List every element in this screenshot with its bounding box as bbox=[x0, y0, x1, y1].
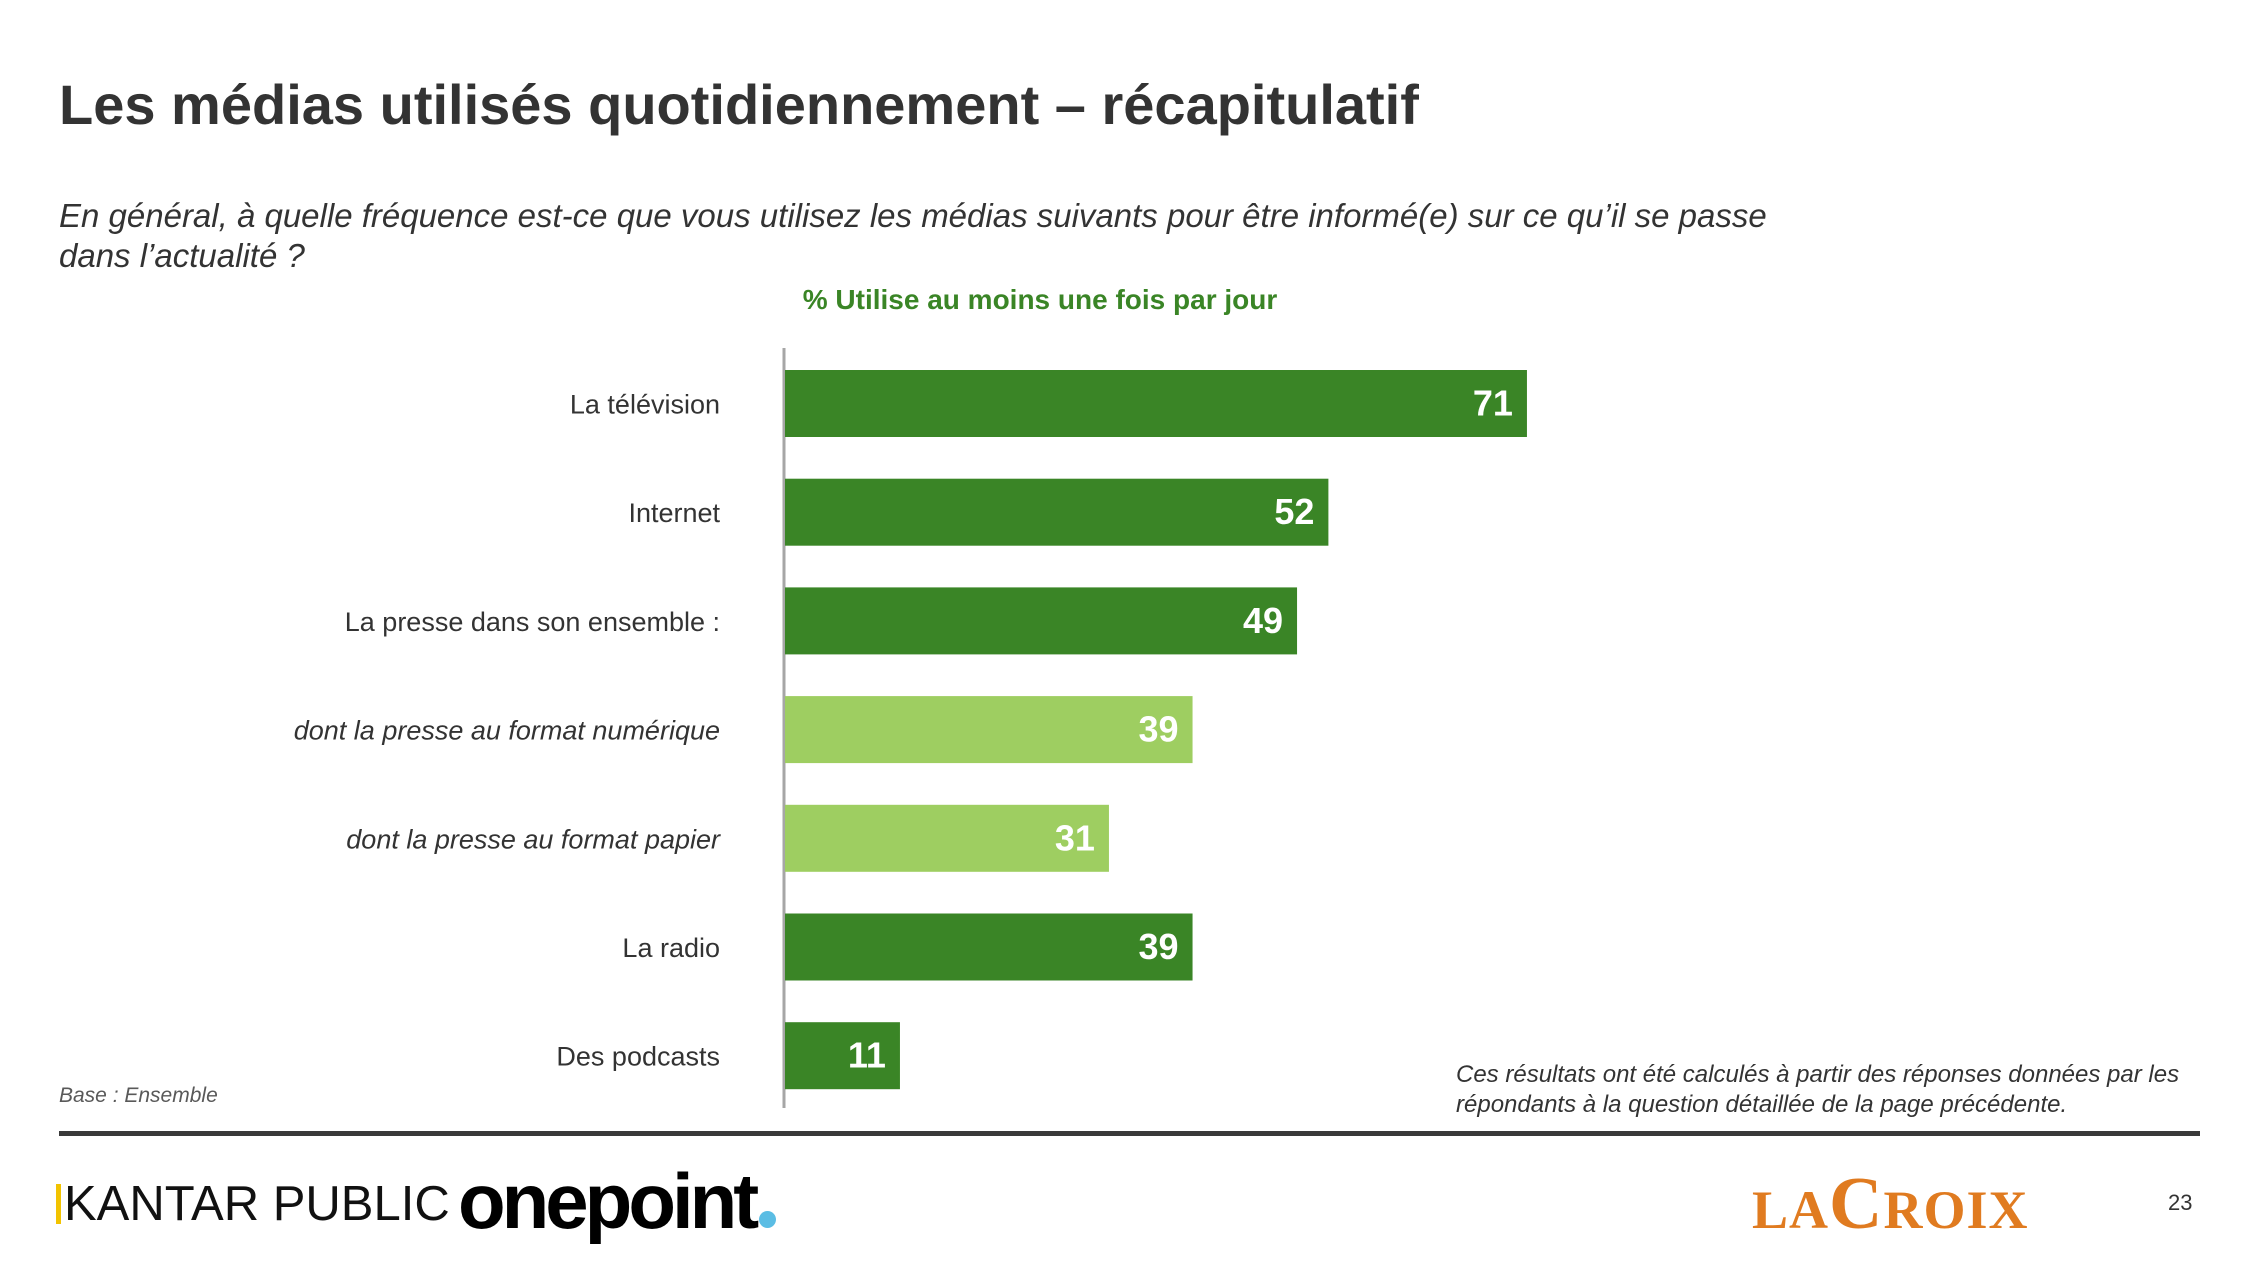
bar bbox=[785, 696, 1193, 764]
bar-value-label: 39 bbox=[1139, 709, 1179, 750]
bar-value-label: 11 bbox=[848, 1035, 886, 1076]
bar-value-label: 49 bbox=[1243, 600, 1283, 641]
category-label: La télévision bbox=[570, 390, 720, 420]
bar bbox=[785, 913, 1193, 981]
footer-divider bbox=[59, 1131, 2200, 1136]
la-croix-logo-c: C bbox=[1829, 1163, 1884, 1245]
bar-value-label: 39 bbox=[1139, 926, 1179, 967]
category-label: La presse dans son ensemble : bbox=[345, 607, 720, 637]
bar bbox=[785, 478, 1329, 546]
kantar-public-logo: KANTAR PUBLIC bbox=[56, 1174, 450, 1234]
category-label: dont la presse au format numérique bbox=[294, 716, 720, 746]
bar-value-label: 31 bbox=[1055, 817, 1095, 858]
page-number: 23 bbox=[2168, 1190, 2193, 1215]
category-label: Internet bbox=[628, 498, 720, 528]
kantar-logo-text: KANTAR PUBLIC bbox=[64, 1177, 450, 1231]
page-title: Les médias utilisés quotidiennement – ré… bbox=[59, 73, 1419, 136]
onepoint-logo-text: onepoint bbox=[458, 1157, 759, 1245]
chart-title: % Utilise au moins une fois par jour bbox=[802, 284, 1278, 315]
bar bbox=[785, 1022, 900, 1090]
onepoint-logo: onepoint bbox=[458, 1156, 777, 1247]
category-label: dont la presse au format papier bbox=[346, 824, 721, 854]
la-croix-logo-roix: ROIX bbox=[1883, 1180, 2029, 1240]
bar-value-label: 52 bbox=[1274, 491, 1314, 532]
survey-question: En général, à quelle fréquence est-ce qu… bbox=[59, 197, 1767, 274]
kantar-bar-icon bbox=[56, 1184, 61, 1224]
bar bbox=[785, 370, 1527, 437]
bar-value-label: 71 bbox=[1473, 383, 1513, 424]
bar-chart: 71 La télévision 52 Internet 49 La presse dan… bbox=[294, 348, 1527, 1108]
bar bbox=[785, 587, 1298, 655]
category-label: Des podcasts bbox=[556, 1042, 720, 1072]
la-croix-logo-la: LA bbox=[1752, 1180, 1830, 1240]
category-label: La radio bbox=[622, 933, 720, 963]
calculation-note: Ces résultats ont été calculés à partir … bbox=[1456, 1061, 2180, 1118]
bar bbox=[785, 804, 1109, 872]
la-croix-logo: LACROIX bbox=[1752, 1162, 2028, 1247]
onepoint-dot-icon bbox=[759, 1211, 777, 1228]
base-note: Base : Ensemble bbox=[59, 1084, 218, 1107]
